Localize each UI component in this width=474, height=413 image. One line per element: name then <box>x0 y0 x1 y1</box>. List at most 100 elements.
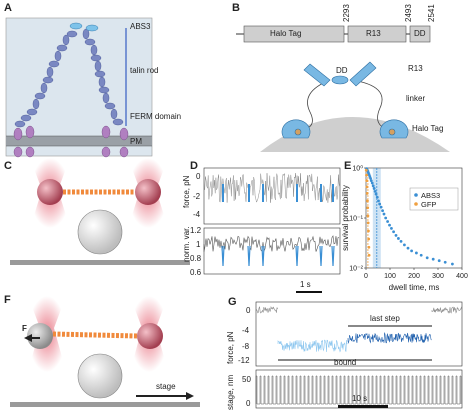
e-point-gfp-8 <box>366 221 370 225</box>
e-ytick-label-1: 10⁻¹ <box>349 216 363 223</box>
e-point-abs3-23 <box>392 230 395 234</box>
e-point-gfp-10 <box>367 237 371 241</box>
d-force-trace <box>203 172 341 203</box>
g-tick-m4: -4 <box>242 326 250 335</box>
d-binding-event-4 <box>320 184 322 202</box>
panel-e-survival-chart: 0 100 200 300 400 10⁰ 10⁻¹ 10⁻² dwell time, ms su… <box>341 165 468 293</box>
dd-box <box>409 25 431 43</box>
force-f-label: F <box>22 324 27 333</box>
g-trace-bound <box>277 339 348 353</box>
abs3-domains <box>69 22 99 32</box>
talin-right-arm <box>82 28 124 126</box>
e-legend-marker-abs3 <box>414 193 418 197</box>
e-point-abs3-24 <box>394 233 398 237</box>
panel-c-letter: C <box>4 160 12 172</box>
coverslip-f <box>10 402 200 407</box>
e-point-gfp-0 <box>364 168 368 172</box>
e-point-gfp-4 <box>365 192 369 195</box>
e-point-abs3-25 <box>397 237 400 240</box>
d-force-axes <box>203 167 341 225</box>
d-variance-dip-1 <box>247 245 251 267</box>
e-point-gfp-3 <box>365 185 369 189</box>
panel-f-letter: F <box>4 294 11 306</box>
panel-g-letter: G <box>228 296 237 308</box>
halo-tag-box-label: Halo Tag <box>270 29 302 38</box>
g-tick-m8: -8 <box>242 342 250 351</box>
d-variance-dip-0 <box>221 245 225 267</box>
e-legend-marker-gfp <box>414 202 418 206</box>
panel-b-molecule <box>260 61 450 152</box>
platform-bead-f <box>77 353 123 399</box>
e-ylabel: survival probability <box>341 185 350 251</box>
d-binding-event-5 <box>332 184 334 202</box>
panel-b-construct-diagram <box>236 25 431 43</box>
position-2493: 2493 <box>404 4 413 22</box>
e-point-gfp-6 <box>366 206 370 210</box>
pm-label: PM <box>130 137 142 146</box>
d-tick-0: 0 <box>196 172 201 181</box>
g-tick-0-stage: 0 <box>246 399 251 408</box>
bound-label: bound <box>334 358 357 367</box>
e-point-abs3-11 <box>373 190 377 193</box>
e-point-abs3-9 <box>371 184 375 188</box>
e-point-abs3-13 <box>375 195 379 199</box>
e-legend-label-gfp: GFP <box>421 200 436 209</box>
integrins <box>13 125 129 158</box>
e-xtick-label-3: 300 <box>432 273 444 280</box>
g-tick-m12: -12 <box>238 356 250 365</box>
e-point-abs3-30 <box>415 251 418 255</box>
e-xtick-label-1: 100 <box>384 273 396 280</box>
d-binding-event-1 <box>248 184 250 202</box>
panel-c-optical-trap <box>10 158 190 265</box>
g-stage-trace <box>255 375 462 405</box>
e-xtick-label-4: 400 <box>456 273 468 280</box>
panel-a-letter: A <box>4 2 12 14</box>
e-point-abs3-28 <box>406 246 410 250</box>
d-binding-event-2 <box>262 184 264 202</box>
g-scalebar-label: 10 s <box>352 394 368 403</box>
e-point-abs3-26 <box>399 240 403 243</box>
e-point-gfp-1 <box>365 173 368 177</box>
g-force-axes <box>255 301 463 367</box>
abs3-label: ABS3 <box>130 22 151 31</box>
e-ytick-label-2: 10⁻² <box>349 266 363 273</box>
e-point-abs3-33 <box>431 257 435 261</box>
panel-f-optical-trap <box>10 296 200 407</box>
d-tick-1p2: 1.2 <box>190 226 202 235</box>
e-legend <box>409 187 459 211</box>
e-point-abs3-15 <box>378 202 382 206</box>
right-bead <box>135 179 161 205</box>
stage-label: stage <box>156 382 176 391</box>
e-point-abs3-36 <box>451 262 454 266</box>
e-xlabel: dwell time, ms <box>389 283 440 292</box>
e-point-abs3-31 <box>419 253 423 257</box>
position-2541: 2541 <box>427 4 436 22</box>
g-trace-pre <box>255 306 278 314</box>
d-variance-dip-4 <box>319 245 323 267</box>
e-point-abs3-12 <box>374 192 378 196</box>
plasma-membrane <box>6 136 152 146</box>
d-binding-event-0 <box>222 184 224 202</box>
position-2293: 2293 <box>342 4 351 22</box>
g-trace-last-step <box>347 332 432 344</box>
d-variance-trace <box>203 235 340 253</box>
r13-box-label: R13 <box>366 29 381 38</box>
e-xtick-label-2: 200 <box>408 273 420 280</box>
halo-tag-label: Halo Tag <box>412 124 444 133</box>
e-point-abs3-22 <box>390 226 393 230</box>
d-binding-event-3 <box>296 184 298 202</box>
e-point-abs3-8 <box>370 181 374 185</box>
e-xtick-label-0: 0 <box>364 273 368 280</box>
g-scalebar <box>338 405 388 408</box>
d-tick-m2: -2 <box>193 192 201 201</box>
g-tick-0: 0 <box>246 306 251 315</box>
dna-tether-f <box>52 331 138 339</box>
e-point-abs3-16 <box>379 205 383 209</box>
e-point-gfp-7 <box>366 214 370 218</box>
ferm-domain-label: FERM domain <box>130 112 182 121</box>
d-tick-1: 1 <box>196 240 201 249</box>
d-variance-dip-3 <box>295 245 299 267</box>
panel-b-letter: B <box>232 2 240 14</box>
e-point-abs3-18 <box>382 212 386 216</box>
e-point-gfp-11 <box>367 245 371 249</box>
